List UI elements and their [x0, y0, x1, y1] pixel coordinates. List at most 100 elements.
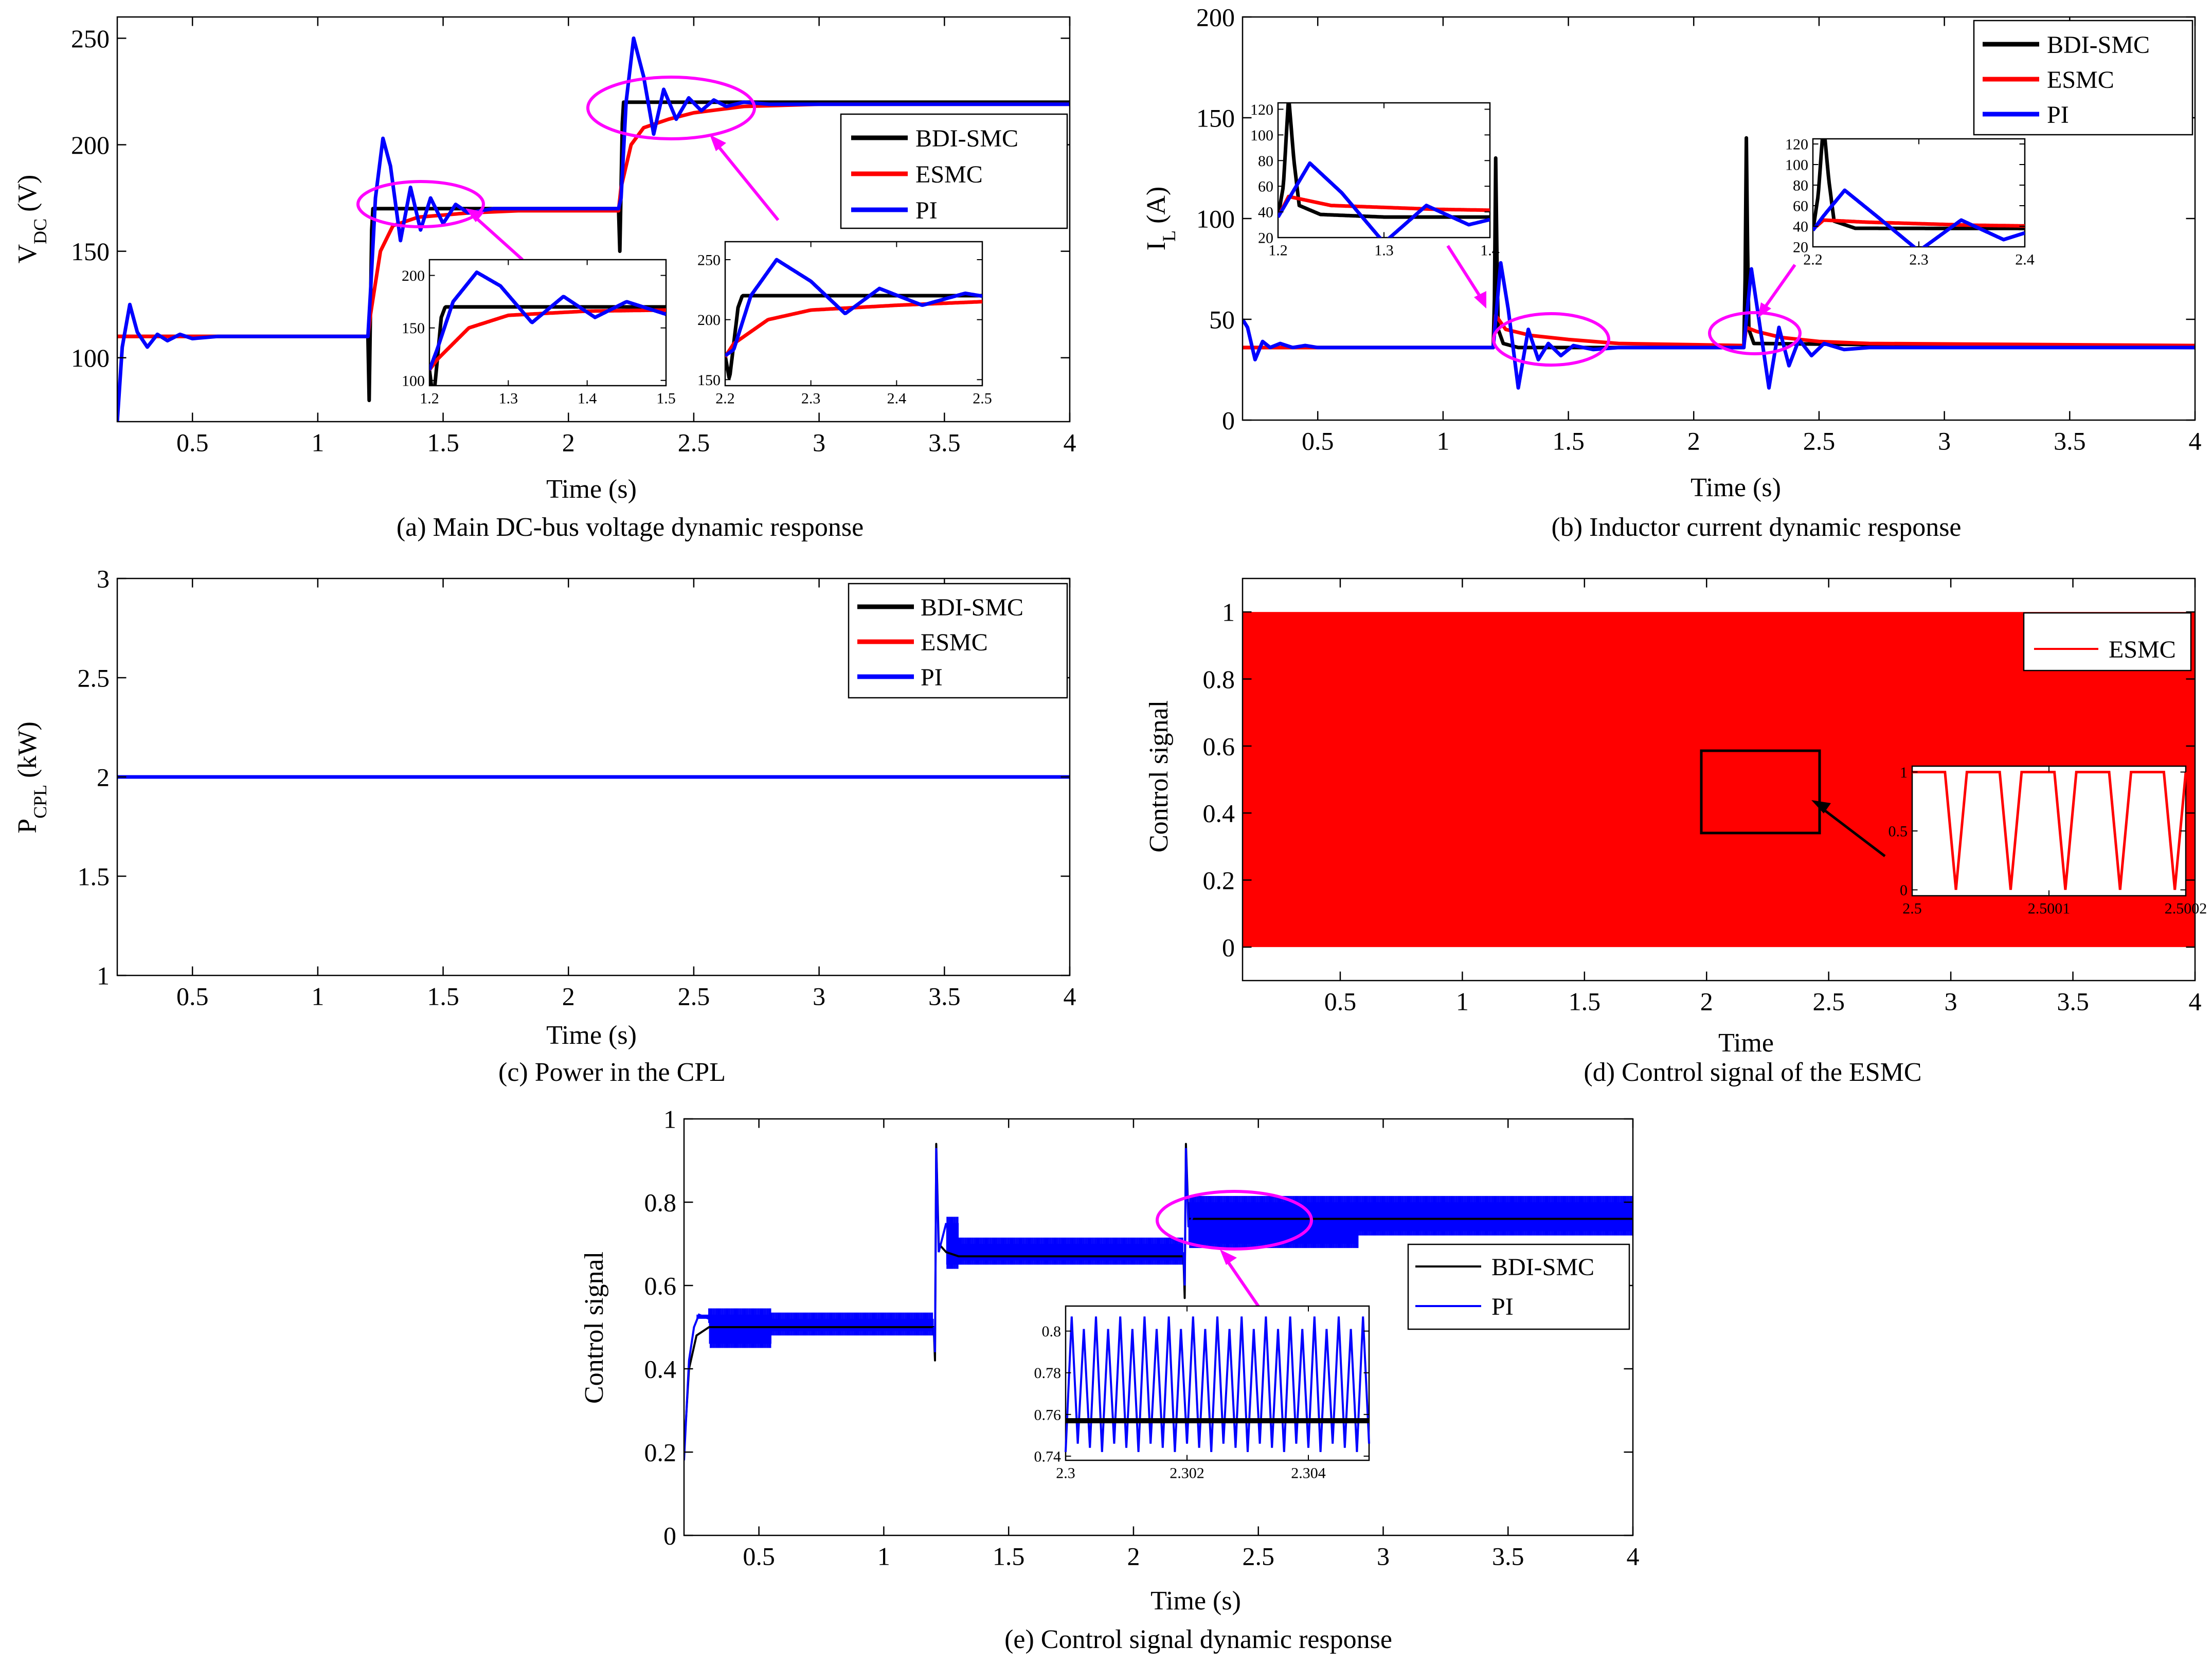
x-tick-label: 1	[877, 1542, 890, 1571]
x-tick-label: 4	[1064, 428, 1076, 457]
highlight-arrow	[715, 143, 780, 221]
series-line-pi	[1182, 1148, 1195, 1286]
y-tick-label: 80	[1793, 177, 1808, 194]
x-tick-label: 2.5	[678, 428, 710, 457]
x-tick-label: 1.5	[427, 428, 459, 457]
x-tick-label: 0.5	[1302, 427, 1334, 456]
series-line-esmc	[429, 308, 666, 371]
x-tick-label: 0.5	[176, 428, 209, 457]
x-tick-label: 2.302	[1170, 1465, 1204, 1482]
y-tick-label: 0	[1222, 933, 1235, 962]
highlight-arrowhead	[465, 208, 484, 222]
y-tick-label: 0.78	[1034, 1365, 1062, 1382]
x-tick-label: 1.5	[656, 390, 676, 407]
x-tick-label: 3.5	[928, 428, 961, 457]
legend-label: BDI-SMC	[1491, 1254, 1594, 1281]
panel-c-legend: BDI-SMC ESMC PI	[848, 583, 1068, 699]
series-line-pi	[725, 258, 982, 357]
zoom-arrowhead	[1811, 800, 1831, 813]
x-tick-label: 0.5	[743, 1542, 775, 1571]
y-tick-label: 150	[697, 372, 721, 389]
inset-frame	[428, 259, 667, 387]
panel-e-axes	[683, 1118, 1634, 1536]
y-tick-label: 2.5	[78, 664, 110, 693]
x-tick-label: 2.5001	[2028, 900, 2071, 917]
legend-label: PI	[915, 197, 938, 224]
legend-label: ESMC	[915, 161, 983, 188]
x-tick-label: 2.3	[1056, 1465, 1075, 1482]
legend-label: PI	[921, 664, 943, 691]
inset-plot	[725, 258, 982, 380]
panel-a-ylabel: VDC (V)	[13, 175, 50, 264]
series-line-esmc	[1912, 771, 2187, 890]
y-tick-label: 0.6	[1203, 732, 1235, 760]
series-line-pi	[429, 270, 666, 371]
y-tick-label: 100	[71, 343, 110, 372]
highlight-arrow	[1225, 1259, 1262, 1310]
highlight-ellipse	[1156, 1190, 1313, 1251]
x-tick-label: 1	[311, 982, 324, 1011]
y-tick-label: 120	[1785, 136, 1808, 153]
y-tick-label: 100	[1785, 157, 1808, 174]
highlight-arrow	[471, 213, 524, 261]
y-tick-label: 0.4	[1203, 799, 1235, 828]
panel-c-caption: (c) Power in the CPL	[498, 1058, 726, 1087]
y-tick-label: 0.8	[1203, 665, 1235, 694]
x-tick-label: 2.4	[2015, 251, 2035, 268]
inset-plot	[429, 270, 666, 386]
y-tick-label: 0.2	[1203, 866, 1235, 895]
x-tick-label: 2.5	[1902, 900, 1922, 917]
y-tick-label: 150	[402, 320, 425, 337]
x-tick-label: 2.2	[1803, 251, 1823, 268]
y-tick-label: 250	[697, 252, 721, 269]
inset-frame	[724, 241, 983, 387]
y-tick-label: 0.4	[644, 1355, 677, 1384]
panel-b-legend: BDI-SMC ESMC PI	[1973, 20, 2193, 136]
panel-c-ylabel: PCPL (kW)	[13, 721, 50, 834]
highlight-ellipse	[1708, 311, 1802, 355]
panel-d-axes	[1242, 577, 2196, 982]
x-tick-label: 2	[1687, 427, 1700, 456]
panel-b-ylabel: IL (A)	[1142, 187, 1179, 251]
x-tick-label: 4	[2189, 987, 2202, 1016]
legend-label: ESMC	[2109, 636, 2176, 663]
x-tick-label: 2.304	[1291, 1465, 1326, 1482]
highlight-arrowhead	[1758, 302, 1771, 318]
y-tick-label: 100	[1250, 127, 1273, 144]
panel-a-inset-2: 2.2 2.3 2.4 2.5 150 200 250	[697, 241, 992, 407]
x-tick-label: 2	[562, 428, 575, 457]
series-line-pi	[1243, 261, 2195, 390]
y-tick-label: 60	[1793, 198, 1808, 215]
series-line-pi	[1813, 188, 2025, 247]
y-tick-label: 120	[1250, 101, 1273, 118]
x-tick-label: 1.5	[993, 1542, 1025, 1571]
y-tick-label: 200	[71, 131, 110, 159]
y-tick-label: 150	[71, 237, 110, 266]
y-tick-label: 20	[1793, 239, 1808, 256]
panel-e-inset: 2.3 2.302 2.304 0.74 0.76 0.78 0.8	[1034, 1305, 1370, 1482]
y-tick-label: 1	[663, 1105, 676, 1134]
panel-e-xlabel: Time (s)	[1150, 1586, 1241, 1616]
x-tick-label: 1.3	[499, 390, 518, 407]
y-tick-label: 80	[1258, 153, 1273, 170]
series-line-bdi-smc	[117, 100, 1070, 403]
y-tick-label: 0.76	[1034, 1406, 1062, 1423]
series-line-bdi-smc	[429, 305, 666, 386]
panel-d-xlabel: Time	[1718, 1028, 1774, 1058]
series-line-pi	[1278, 161, 1490, 238]
x-tick-label: 3	[813, 428, 825, 457]
y-tick-label: 0	[1900, 882, 1908, 899]
x-tick-label: 2.5	[1242, 1542, 1274, 1571]
highlight-arrowhead	[1220, 1250, 1237, 1265]
x-tick-label: 1	[1456, 987, 1469, 1016]
legend-label: BDI-SMC	[915, 125, 1018, 152]
y-tick-label: 200	[402, 267, 425, 284]
series-line-esmc	[1813, 218, 2025, 231]
y-tick-label: 0.2	[644, 1438, 677, 1467]
panel-a-inset-1: 1.2 1.3 1.4 1.5 100 150 200	[402, 259, 676, 407]
panel-a-axes	[116, 16, 1071, 423]
x-tick-label: 4	[1627, 1542, 1640, 1571]
y-tick-label: 0.8	[644, 1188, 677, 1217]
x-tick-label: 3	[1938, 427, 1951, 456]
series-line-pi	[932, 1148, 947, 1352]
